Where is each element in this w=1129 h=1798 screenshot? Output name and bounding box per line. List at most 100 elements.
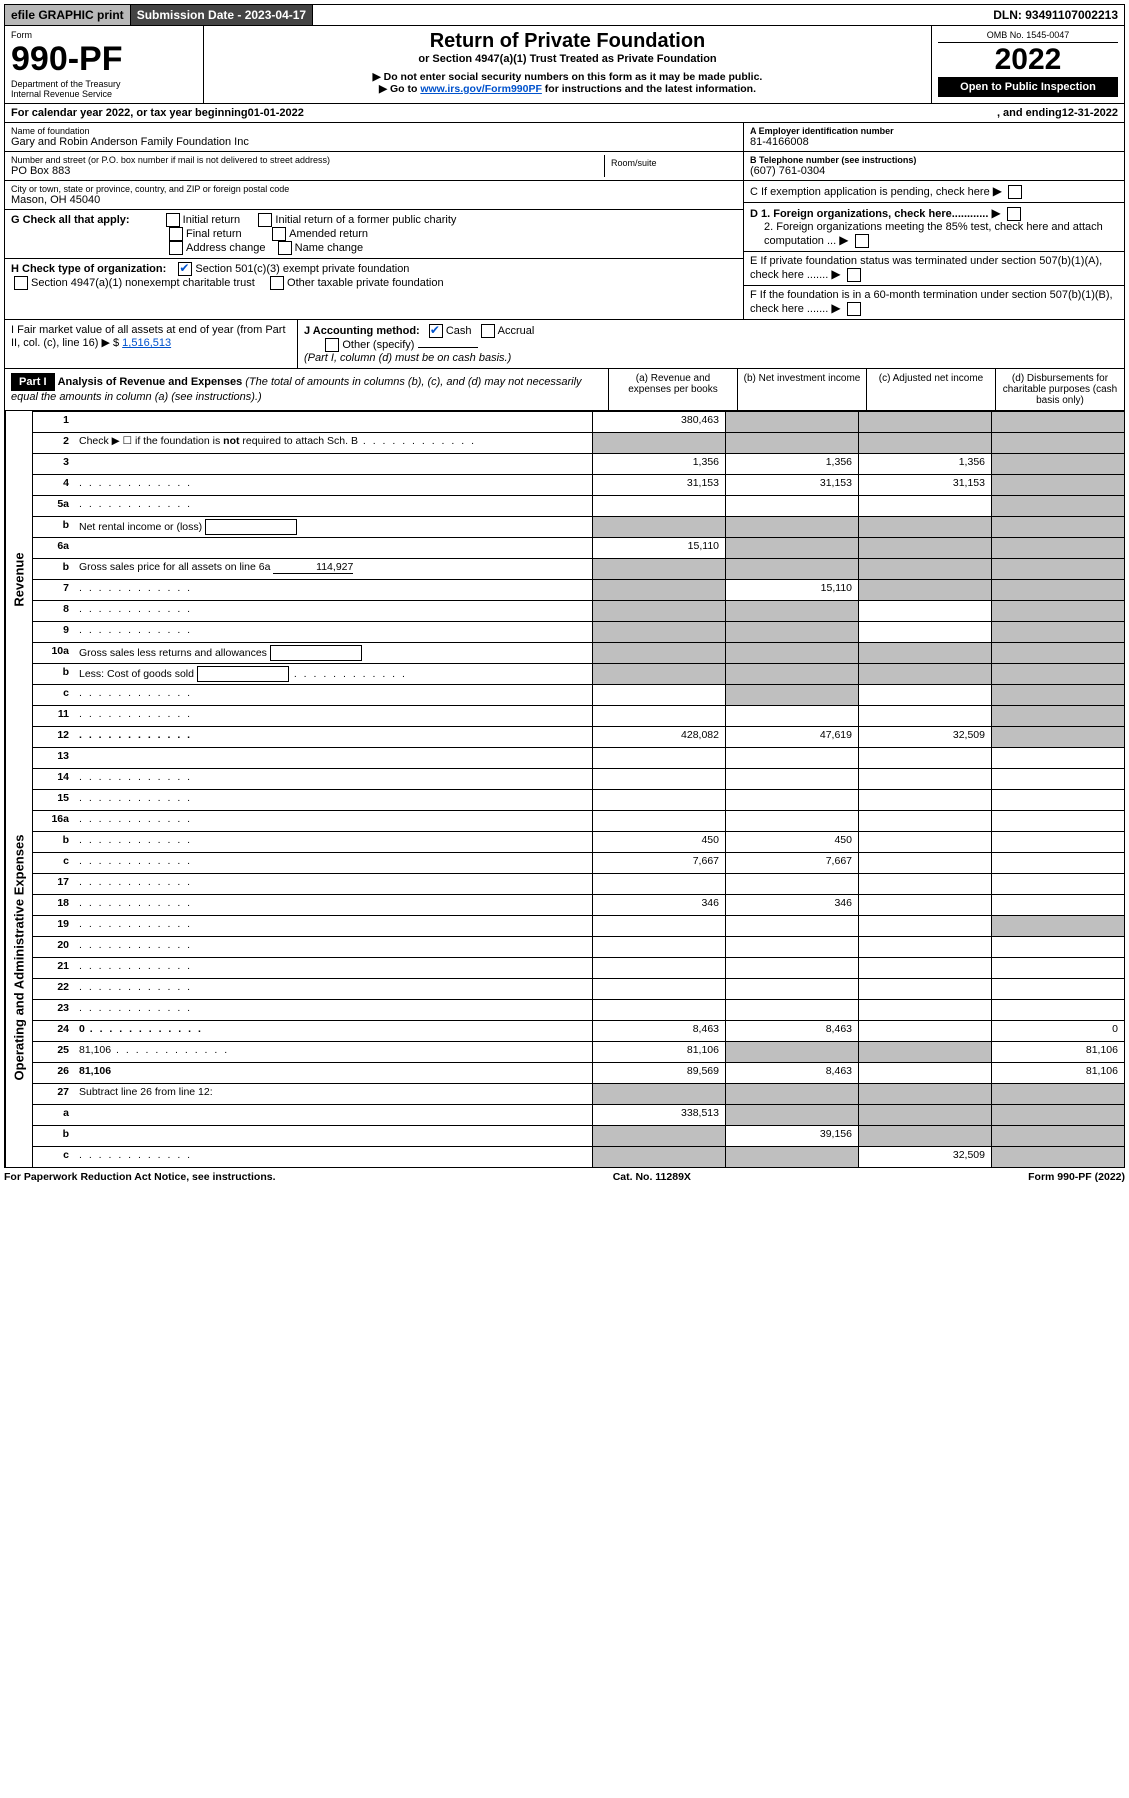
line-description	[75, 1105, 592, 1125]
form-number: 990-PF	[11, 40, 197, 79]
part1-badge: Part I	[11, 373, 55, 391]
section-e: E If private foundation status was termi…	[744, 252, 1124, 286]
value-cell-d	[991, 1105, 1124, 1125]
line-description	[75, 706, 592, 726]
j-other-checkbox[interactable]	[325, 338, 339, 352]
line-number: 23	[33, 1000, 75, 1020]
line-number: 17	[33, 874, 75, 894]
line-description: 81,106	[75, 1042, 592, 1062]
g-initial-checkbox[interactable]	[166, 213, 180, 227]
line-description	[75, 958, 592, 978]
footer-left: For Paperwork Reduction Act Notice, see …	[4, 1171, 276, 1183]
value-cell-d	[991, 916, 1124, 936]
efile-label[interactable]: efile GRAPHIC print	[5, 5, 131, 25]
irs-link[interactable]: www.irs.gov/Form990PF	[420, 83, 542, 95]
value-cell	[592, 433, 725, 453]
line-number: 4	[33, 475, 75, 495]
dln: DLN: 93491107002213	[987, 5, 1124, 25]
h-501c3-checkbox[interactable]	[178, 262, 192, 276]
table-row: 2581,10681,10681,106	[33, 1041, 1124, 1062]
fmv-value[interactable]: 1,516,513	[122, 337, 171, 349]
value-cell-a	[592, 1000, 725, 1020]
j-other-line	[418, 347, 478, 348]
j-cash-checkbox[interactable]	[429, 324, 443, 338]
value-cell-d	[991, 412, 1124, 432]
value-cell-d	[991, 1147, 1124, 1167]
value-cell-d	[991, 748, 1124, 768]
value-cell-b	[725, 1105, 858, 1125]
g-amended-checkbox[interactable]	[272, 227, 286, 241]
value-cell-d	[991, 790, 1124, 810]
value-cell-c	[858, 496, 991, 516]
value-cell-d	[991, 496, 1124, 516]
line-description	[75, 580, 592, 600]
c-checkbox[interactable]	[1008, 185, 1022, 199]
top-bar: efile GRAPHIC print Submission Date - 20…	[4, 4, 1125, 26]
line-number: b	[33, 664, 75, 684]
page-footer: For Paperwork Reduction Act Notice, see …	[4, 1168, 1125, 1186]
value-cell-a	[592, 706, 725, 726]
j-accrual-checkbox[interactable]	[481, 324, 495, 338]
value-cell-a: 346	[592, 895, 725, 915]
tax-year: 2022	[938, 43, 1118, 77]
line-number: 22	[33, 979, 75, 999]
value-cell-d	[991, 475, 1124, 495]
table-row: b450450	[33, 831, 1124, 852]
line-number: 18	[33, 895, 75, 915]
line-number: 13	[33, 748, 75, 768]
g-name-checkbox[interactable]	[278, 241, 292, 255]
value-cell-d	[991, 706, 1124, 726]
line-description: Gross sales less returns and allowances	[75, 643, 592, 663]
table-row: 2408,4638,4630	[33, 1020, 1124, 1041]
h-4947-checkbox[interactable]	[14, 276, 28, 290]
line-number: 10a	[33, 643, 75, 663]
line-number: 3	[33, 454, 75, 474]
g-label: G Check all that apply:	[11, 214, 130, 226]
value-cell-b: 8,463	[725, 1021, 858, 1041]
table-row: a338,513	[33, 1104, 1124, 1125]
g-initial-pub-checkbox[interactable]	[258, 213, 272, 227]
g-final-checkbox[interactable]	[169, 227, 183, 241]
f-checkbox[interactable]	[847, 302, 861, 316]
value-cell-d	[991, 454, 1124, 474]
ein: 81-4166008	[750, 136, 1118, 148]
e-checkbox[interactable]	[847, 268, 861, 282]
table-row: 31,3561,3561,356	[33, 453, 1124, 474]
foundation-name: Gary and Robin Anderson Family Foundatio…	[11, 136, 737, 148]
section-h: H Check type of organization: Section 50…	[5, 259, 743, 293]
line-number: 27	[33, 1084, 75, 1104]
value-cell-a	[592, 979, 725, 999]
line-number: 12	[33, 727, 75, 747]
value-cell-c	[858, 748, 991, 768]
table-row: 9	[33, 621, 1124, 642]
value-cell-a: 450	[592, 832, 725, 852]
g-initial-pub: Initial return of a former public charit…	[275, 214, 456, 226]
table-row: 19	[33, 915, 1124, 936]
d2-checkbox[interactable]	[855, 234, 869, 248]
h-501c3: Section 501(c)(3) exempt private foundat…	[195, 263, 409, 275]
table-row: 8	[33, 600, 1124, 621]
note-ssn: ▶ Do not enter social security numbers o…	[210, 71, 925, 83]
table-row: bNet rental income or (loss)	[33, 516, 1124, 537]
value-cell	[725, 559, 858, 579]
value-cell	[858, 1084, 991, 1104]
g-address-checkbox[interactable]	[169, 241, 183, 255]
form-title: Return of Private Foundation	[210, 30, 925, 53]
value-cell-b	[725, 1000, 858, 1020]
line-number: 25	[33, 1042, 75, 1062]
value-cell	[725, 1084, 858, 1104]
table-row: 21	[33, 957, 1124, 978]
value-cell-a	[592, 811, 725, 831]
phone-label: B Telephone number (see instructions)	[750, 155, 1118, 165]
line-number: c	[33, 853, 75, 873]
value-cell-b	[725, 979, 858, 999]
line-number: 15	[33, 790, 75, 810]
value-cell-c	[858, 874, 991, 894]
value-cell-a: 81,106	[592, 1042, 725, 1062]
h-other-checkbox[interactable]	[270, 276, 284, 290]
value-cell-c	[858, 937, 991, 957]
d1-checkbox[interactable]	[1007, 207, 1021, 221]
line-description	[75, 895, 592, 915]
c-label: C If exemption application is pending, c…	[750, 186, 990, 198]
line-description	[75, 1126, 592, 1146]
